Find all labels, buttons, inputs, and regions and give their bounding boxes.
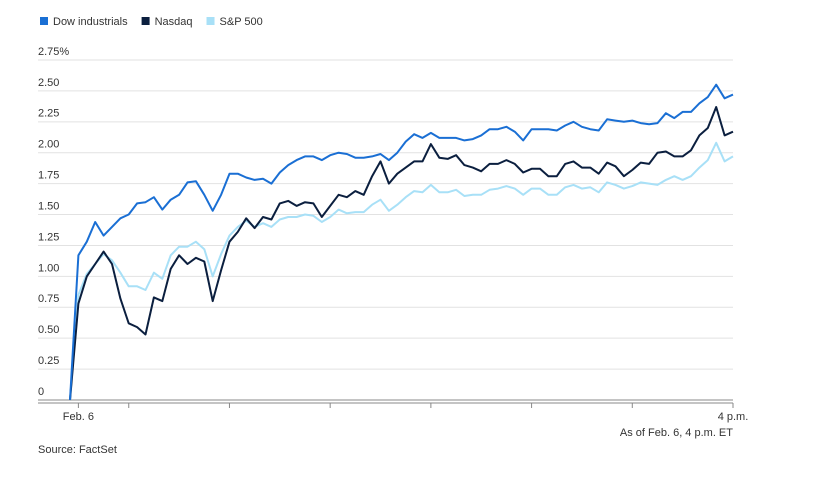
y-tick-label: 0.75 — [38, 293, 59, 305]
legend-swatch — [206, 17, 215, 25]
legend-label: S&P 500 — [220, 16, 263, 28]
legend-label: Nasdaq — [155, 16, 193, 28]
note: As of Feb. 6, 4 p.m. ET — [620, 427, 733, 439]
y-tick-label: 1.25 — [38, 231, 59, 243]
y-tick-label: 2.75% — [38, 46, 69, 58]
legend-swatch — [40, 17, 48, 25]
y-tick-label: 1.00 — [38, 262, 59, 274]
series-line — [69, 83, 734, 401]
x-tick-label: 4 p.m. — [718, 411, 749, 423]
series-line — [69, 141, 734, 401]
y-tick-label: 1.75 — [38, 170, 59, 182]
source: Source: FactSet — [38, 444, 117, 456]
y-tick-label: 2.50 — [38, 77, 59, 89]
series-line — [69, 106, 734, 401]
y-tick-label: 0.25 — [38, 355, 59, 367]
y-tick-label: 0 — [38, 386, 44, 398]
y-tick-label: 2.25 — [38, 108, 59, 120]
y-tick-label: 0.50 — [38, 324, 59, 336]
legend-swatch — [141, 17, 150, 25]
x-tick-label: Feb. 6 — [63, 411, 94, 423]
y-tick-label: 2.00 — [38, 139, 59, 151]
y-tick-label: 1.50 — [38, 200, 59, 212]
legend-label: Dow industrials — [53, 16, 128, 28]
